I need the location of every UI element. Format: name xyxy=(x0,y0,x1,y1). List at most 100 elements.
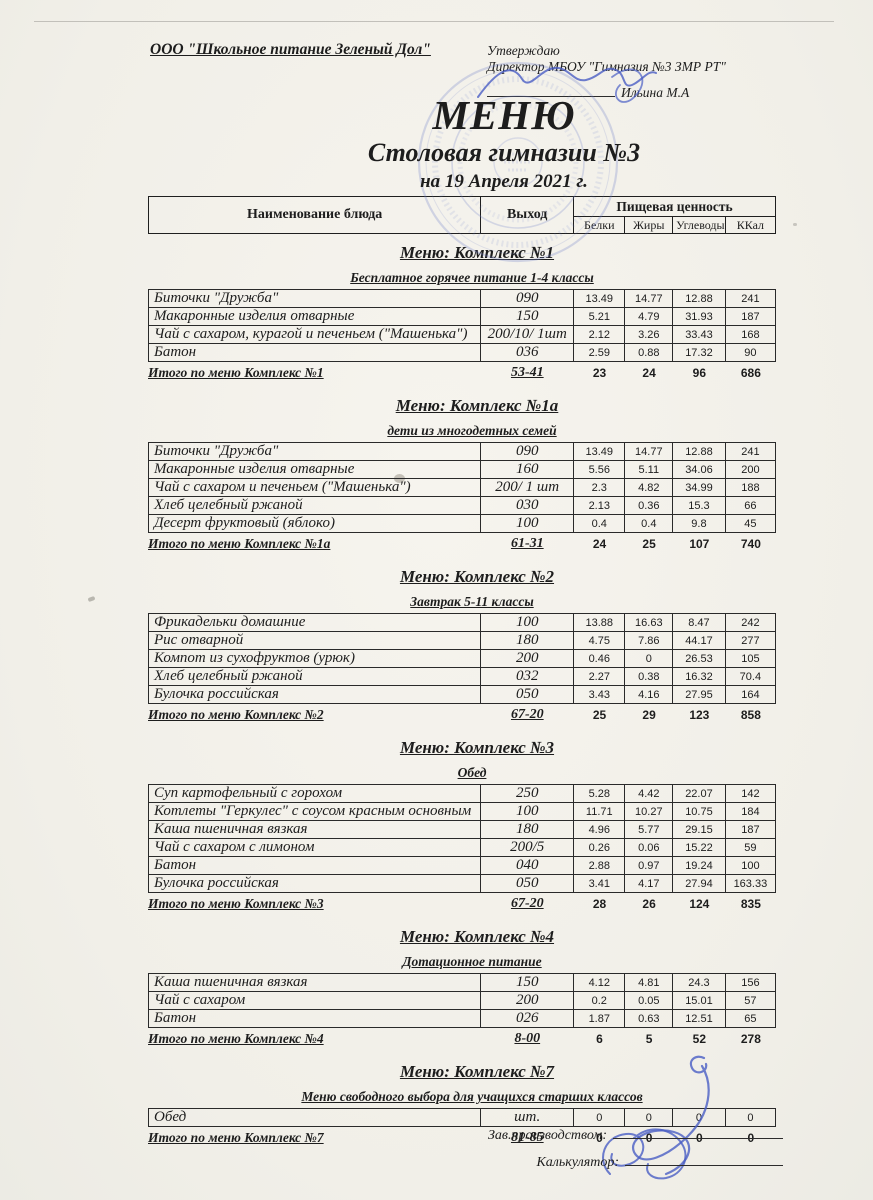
dish-fat: 4.16 xyxy=(624,685,674,704)
menu-row: Чай с сахаром, курагой и печеньем ("Маше… xyxy=(147,325,777,344)
dish-kcal: 242 xyxy=(724,613,777,632)
menu-row: Батон 026 1.87 0.63 12.51 65 xyxy=(147,1009,777,1028)
menu-section-subtitle: Бесплатное горячее питание 1-4 классы xyxy=(350,270,594,285)
dish-out: 050 xyxy=(480,685,575,704)
dish-name: Обед xyxy=(147,1108,482,1127)
menu-total-row: Итого по меню Комплекс №3 67-20 28 26 12… xyxy=(148,893,776,912)
dish-fat: 0.06 xyxy=(624,838,674,857)
dish-kcal: 168 xyxy=(724,325,777,344)
menu-row: Чай с сахаром и печеньем ("Машенька") 200… xyxy=(147,478,777,497)
calculator-signature-row: Калькулятор: xyxy=(488,1153,783,1171)
menu-section-subtitle: Дотационное питание xyxy=(402,954,542,969)
dish-protein: 2.3 xyxy=(573,478,626,497)
document-subtitle: Столовая гимназии №3 xyxy=(367,138,641,167)
menu-section-title: Меню: Комплекс №7 xyxy=(399,1062,555,1081)
dish-protein: 5.28 xyxy=(573,784,626,803)
dish-fat: 4.79 xyxy=(624,307,674,326)
dish-out: 250 xyxy=(480,784,575,803)
dish-kcal: 200 xyxy=(724,460,777,479)
dish-name: Десерт фруктовый (яблоко) xyxy=(147,514,482,533)
total-carbs: 52 xyxy=(692,1032,707,1046)
dish-kcal: 59 xyxy=(724,838,777,857)
dish-out: 036 xyxy=(480,343,575,362)
menu-section-subtitle: дети из многодетных семей xyxy=(387,423,557,438)
total-label: Итого по меню Комплекс №3 xyxy=(148,896,324,911)
total-carbs: 96 xyxy=(692,366,707,380)
menu-section-subtitle: Завтрак 5-11 классы xyxy=(410,594,534,609)
total-out: 53-41 xyxy=(510,365,544,380)
total-out: 81-85 xyxy=(510,1130,544,1145)
dish-carbs: 17.32 xyxy=(672,343,726,362)
total-carbs: 123 xyxy=(689,708,710,722)
dish-protein: 13.49 xyxy=(573,442,626,461)
dish-out: 180 xyxy=(480,631,575,650)
col-header-protein: Белки xyxy=(573,216,626,234)
menu-total-row: Итого по меню Комплекс №4 8-00 6 5 52 27… xyxy=(148,1028,776,1047)
total-fat: 24 xyxy=(642,366,656,380)
approval-signer: Ильина М.А xyxy=(621,85,690,100)
col-header-dish-name: Наименование блюда xyxy=(147,196,482,234)
menu-table: Биточки "Дружба" 090 13.49 14.77 12.88 241 Мак… xyxy=(147,442,777,533)
dish-name: Макаронные изделия отварные xyxy=(147,460,482,479)
dish-out: 030 xyxy=(480,496,575,515)
dish-kcal: 163.33 xyxy=(724,874,777,893)
dish-name: Батон xyxy=(147,1009,482,1028)
dish-protein: 0.26 xyxy=(573,838,626,857)
total-kcal: 278 xyxy=(740,1032,761,1046)
menu-table: Каша пшеничная вязкая 150 4.12 4.81 24.3 156 Ч… xyxy=(147,973,777,1028)
dish-carbs: 27.94 xyxy=(672,874,726,893)
approval-signature-row: Ильина М.А xyxy=(487,84,726,101)
menu-row: Макаронные изделия отварные 150 5.21 4.79 31… xyxy=(147,307,777,326)
document-body: Наименование блюда Выход Пищевая ценност… xyxy=(147,196,777,1161)
dish-out: 200 xyxy=(480,991,575,1010)
dish-out: 100 xyxy=(480,514,575,533)
total-fat: 26 xyxy=(642,897,656,911)
dish-fat: 0.38 xyxy=(624,667,674,686)
dish-out: 100 xyxy=(480,613,575,632)
dish-name: Макаронные изделия отварные xyxy=(147,307,482,326)
total-protein: 25 xyxy=(592,708,607,722)
menu-row: Компот из сухофруктов (урюк) 200 0.46 0 26.5… xyxy=(147,649,777,668)
dish-kcal: 142 xyxy=(724,784,777,803)
dish-name: Каша пшеничная вязкая xyxy=(147,973,482,992)
calculator-signature xyxy=(602,1128,687,1180)
dish-fat: 0.88 xyxy=(624,343,674,362)
menu-row: Каша пшеничная вязкая 180 4.96 5.77 29.15 187 xyxy=(147,820,777,839)
dish-fat: 0.05 xyxy=(624,991,674,1010)
dish-carbs: 12.88 xyxy=(672,289,726,308)
menu-row: Батон 040 2.88 0.97 19.24 100 xyxy=(147,856,777,875)
sections: Меню: Комплекс №1 Бесплатное горячее пит… xyxy=(147,243,777,1146)
dish-fat: 4.82 xyxy=(624,478,674,497)
dish-fat: 0.97 xyxy=(624,856,674,875)
dish-out: 200/ 1 шт xyxy=(480,478,575,497)
dish-protein: 11.71 xyxy=(573,802,626,821)
dish-protein: 2.59 xyxy=(573,343,626,362)
dish-out: 032 xyxy=(480,667,575,686)
dish-carbs: 15.01 xyxy=(672,991,726,1010)
dish-out: 040 xyxy=(480,856,575,875)
dish-fat: 10.27 xyxy=(624,802,674,821)
dish-name: Чай с сахаром и печеньем ("Машенька") xyxy=(147,478,482,497)
dish-fat: 7.86 xyxy=(624,631,674,650)
calculator-blank-line xyxy=(625,1153,783,1166)
col-header-fat: Жиры xyxy=(624,216,674,234)
scan-artifact-line xyxy=(34,21,834,22)
dish-carbs: 34.06 xyxy=(672,460,726,479)
columns-header-table: Наименование блюда Выход Пищевая ценност… xyxy=(147,196,777,234)
menu-section: Меню: Комплекс №1а дети из многодетных с… xyxy=(147,396,777,552)
dish-name: Котлеты "Геркулес" с соусом красным осно… xyxy=(147,802,482,821)
dish-carbs: 15.3 xyxy=(672,496,726,515)
dish-protein: 4.75 xyxy=(573,631,626,650)
menu-row: Биточки "Дружба" 090 13.49 14.77 12.88 241 xyxy=(147,289,777,308)
total-out: 67-20 xyxy=(510,707,544,722)
dish-name: Компот из сухофруктов (урюк) xyxy=(147,649,482,668)
dish-carbs: 0 xyxy=(672,1108,726,1127)
dish-protein: 5.21 xyxy=(573,307,626,326)
dish-name: Суп картофельный с горохом xyxy=(147,784,482,803)
dish-carbs: 12.88 xyxy=(672,442,726,461)
dish-name: Булочка российская xyxy=(147,685,482,704)
manager-signature xyxy=(631,1055,710,1176)
menu-row: Батон 036 2.59 0.88 17.32 90 xyxy=(147,343,777,362)
dish-carbs: 12.51 xyxy=(672,1009,726,1028)
